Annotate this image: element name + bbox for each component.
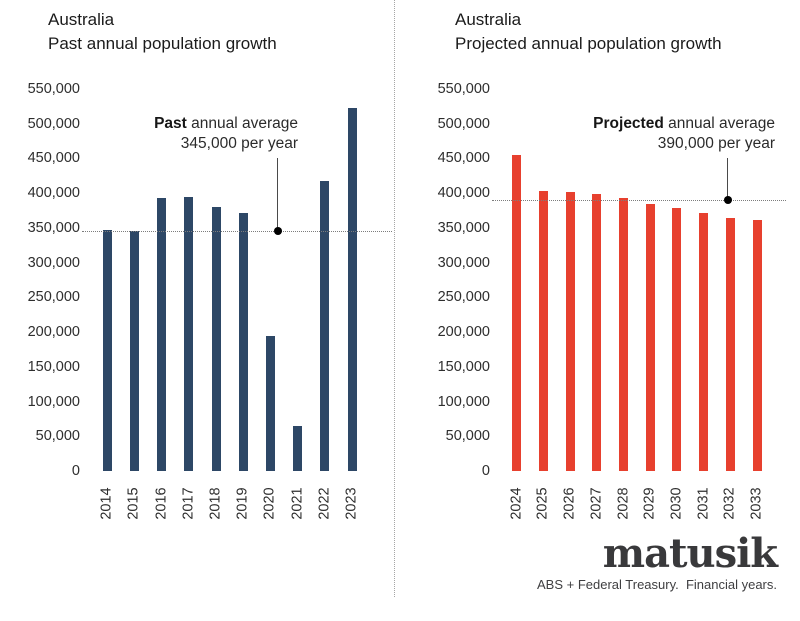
y-axis-tick-label: 300,000 (437, 254, 490, 271)
bar-2016 (157, 198, 167, 471)
y-axis-tick-label: 50,000 (35, 428, 80, 445)
bar-2028 (619, 198, 628, 471)
y-axis-tick-label: 500,000 (27, 115, 80, 132)
y-axis-tick-label: 50,000 (445, 428, 490, 445)
y-axis-tick-label: 250,000 (27, 289, 80, 306)
y-axis-tick-label: 550,000 (27, 81, 80, 97)
average-marker-dot (273, 227, 282, 236)
y-axis-tick-label: 350,000 (437, 219, 490, 236)
projected-chart-region-label: Australia (455, 10, 522, 29)
projected-average-annotation-line1: Projected annual average (585, 114, 775, 134)
bar-2025 (538, 191, 548, 471)
bar-2023 (347, 108, 357, 471)
y-axis-tick-label: 400,000 (437, 185, 490, 202)
bar-2014 (102, 229, 112, 471)
bar-2031 (699, 213, 709, 471)
x-axis-year-label: 2033 (748, 487, 765, 520)
projected-chart-title: Australia Projected annual population gr… (455, 8, 722, 56)
chart-divider-line (394, 0, 395, 597)
past-average-annotation-line2: 345,000 per year (180, 134, 298, 152)
annotation-pointer-line (727, 158, 728, 201)
projected-average-annotation-line2: 390,000 per year (657, 134, 775, 152)
y-axis-tick-label: 450,000 (437, 150, 490, 167)
y-axis-tick-label: 300,000 (27, 254, 80, 271)
average-marker-dot (723, 196, 732, 205)
past-chart-title: Australia Past annual population growth (48, 8, 277, 56)
y-axis-tick-label: 550,000 (437, 81, 490, 97)
x-axis-year-label: 2026 (561, 487, 578, 520)
matusik-logo: matusik (602, 530, 778, 577)
bar-2020 (265, 335, 275, 471)
x-axis-year-label: 2029 (641, 487, 658, 520)
bar-2022 (320, 180, 330, 471)
x-axis-year-label: 2030 (668, 487, 685, 520)
branding-block: matusik ABS + Federal Treasury. Financia… (537, 530, 778, 593)
y-axis-tick-label: 100,000 (27, 393, 80, 410)
annotation-pointer-line (277, 158, 278, 232)
x-axis-year-label: 2027 (588, 487, 605, 520)
projected-average-rest-text: annual average (668, 115, 775, 132)
projected-average-annotation: Projected annual average 390,000 per yea… (585, 114, 775, 153)
x-axis-year-label: 2024 (508, 487, 525, 520)
past-average-annotation-line1: Past annual average (130, 114, 298, 134)
y-axis-tick-label: 150,000 (27, 358, 80, 375)
past-average-bold-word: Past (154, 115, 187, 132)
bar-2032 (725, 218, 735, 471)
bar-2018 (211, 207, 221, 471)
y-axis-tick-label: 100,000 (437, 393, 490, 410)
bar-2015 (129, 230, 139, 471)
projected-average-bold-word: Projected (593, 115, 664, 132)
x-axis-year-label: 2025 (534, 487, 551, 520)
y-axis-tick-label: 250,000 (437, 289, 490, 306)
projected-chart-subtitle: Projected annual population growth (455, 34, 722, 53)
bar-2033 (752, 220, 762, 471)
x-axis-year-label: 2028 (615, 487, 631, 520)
y-axis-tick-label: 500,000 (437, 115, 490, 132)
y-axis-tick-label: 350,000 (27, 219, 80, 236)
y-axis-tick-label: 200,000 (437, 324, 490, 341)
past-chart-region-label: Australia (48, 10, 115, 29)
y-axis-tick-label: 200,000 (27, 324, 80, 341)
x-axis-year-label: 2031 (695, 487, 712, 520)
bar-2017 (184, 197, 194, 471)
bar-2019 (238, 212, 248, 471)
bar-2030 (672, 208, 682, 471)
y-axis-tick-label: 0 (481, 463, 490, 479)
past-chart-subtitle: Past annual population growth (48, 34, 277, 53)
average-value-line (82, 231, 392, 233)
x-axis-year-label: 2032 (721, 487, 738, 520)
y-axis-tick-label: 150,000 (437, 358, 490, 375)
past-average-annotation: Past annual average 345,000 per year (130, 114, 298, 153)
bar-2027 (592, 193, 602, 471)
y-axis-tick-label: 450,000 (27, 150, 80, 167)
bar-2029 (645, 203, 655, 471)
y-axis-tick-label: 400,000 (27, 185, 80, 202)
past-average-rest-text: annual average (191, 115, 298, 132)
bar-2021 (293, 425, 303, 471)
bar-2024 (512, 154, 522, 471)
data-source-caption: ABS + Federal Treasury. Financial years. (537, 577, 777, 592)
average-value-line (492, 200, 786, 202)
bar-2026 (565, 191, 575, 471)
y-axis-tick-label: 0 (71, 463, 80, 479)
